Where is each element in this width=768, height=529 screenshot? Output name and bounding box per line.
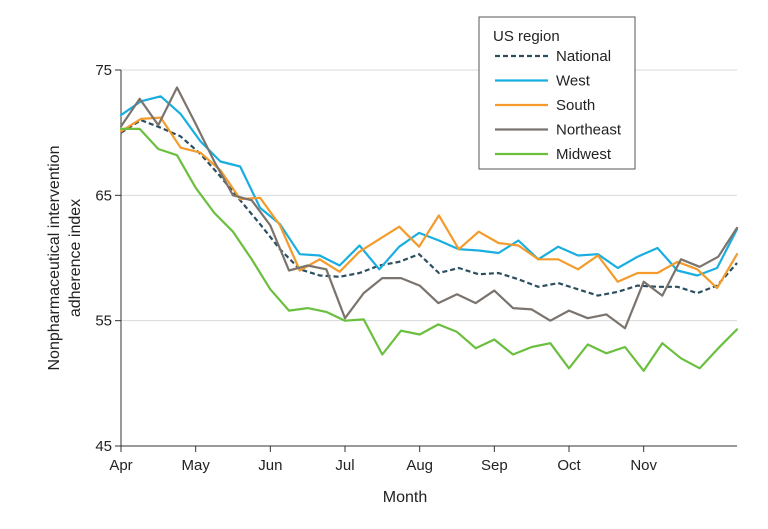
legend-label-west: West (556, 73, 591, 90)
x-axis-title: Month (383, 489, 427, 506)
legend-label-national: National (556, 48, 611, 65)
x-tick-label: Jun (258, 457, 282, 474)
x-tick-label: Oct (557, 457, 581, 474)
x-tick-label: Jul (335, 457, 354, 474)
legend-label-south: South (556, 97, 595, 114)
x-tick-label: Sep (481, 457, 508, 474)
series-line-west (119, 95, 739, 277)
x-tick-label: Nov (630, 457, 657, 474)
x-tick-label: Aug (406, 457, 433, 474)
legend-label-northeast: Northeast (556, 122, 622, 139)
y-tick-label: 45 (95, 438, 112, 455)
y-axis-title-line-2: adherence index (67, 199, 84, 317)
axes: 75 65 55 45 Apr May Jun Jul Aug Sep Oct Nov (95, 62, 737, 474)
series-line-south (119, 116, 739, 290)
series-lines (119, 86, 739, 372)
legend-box (478, 16, 636, 170)
legend-title: US region (493, 28, 560, 45)
x-tick-label: May (181, 457, 210, 474)
series-line-national (120, 118, 738, 297)
series-line-northeast (119, 86, 739, 330)
legend: US region National West South Northeast Midw… (478, 16, 636, 170)
y-tick-label: 65 (95, 187, 112, 204)
legend-entries: National West South Northeast Midwest (495, 48, 622, 163)
y-tick-label: 75 (95, 62, 112, 79)
series-line-midwest (119, 127, 739, 372)
y-tick-label: 55 (95, 313, 112, 330)
legend-label-midwest: Midwest (556, 146, 612, 163)
y-axis-title-line-1: Nonpharmaceutical intervention (46, 145, 63, 370)
x-tick-label: Apr (109, 457, 132, 474)
